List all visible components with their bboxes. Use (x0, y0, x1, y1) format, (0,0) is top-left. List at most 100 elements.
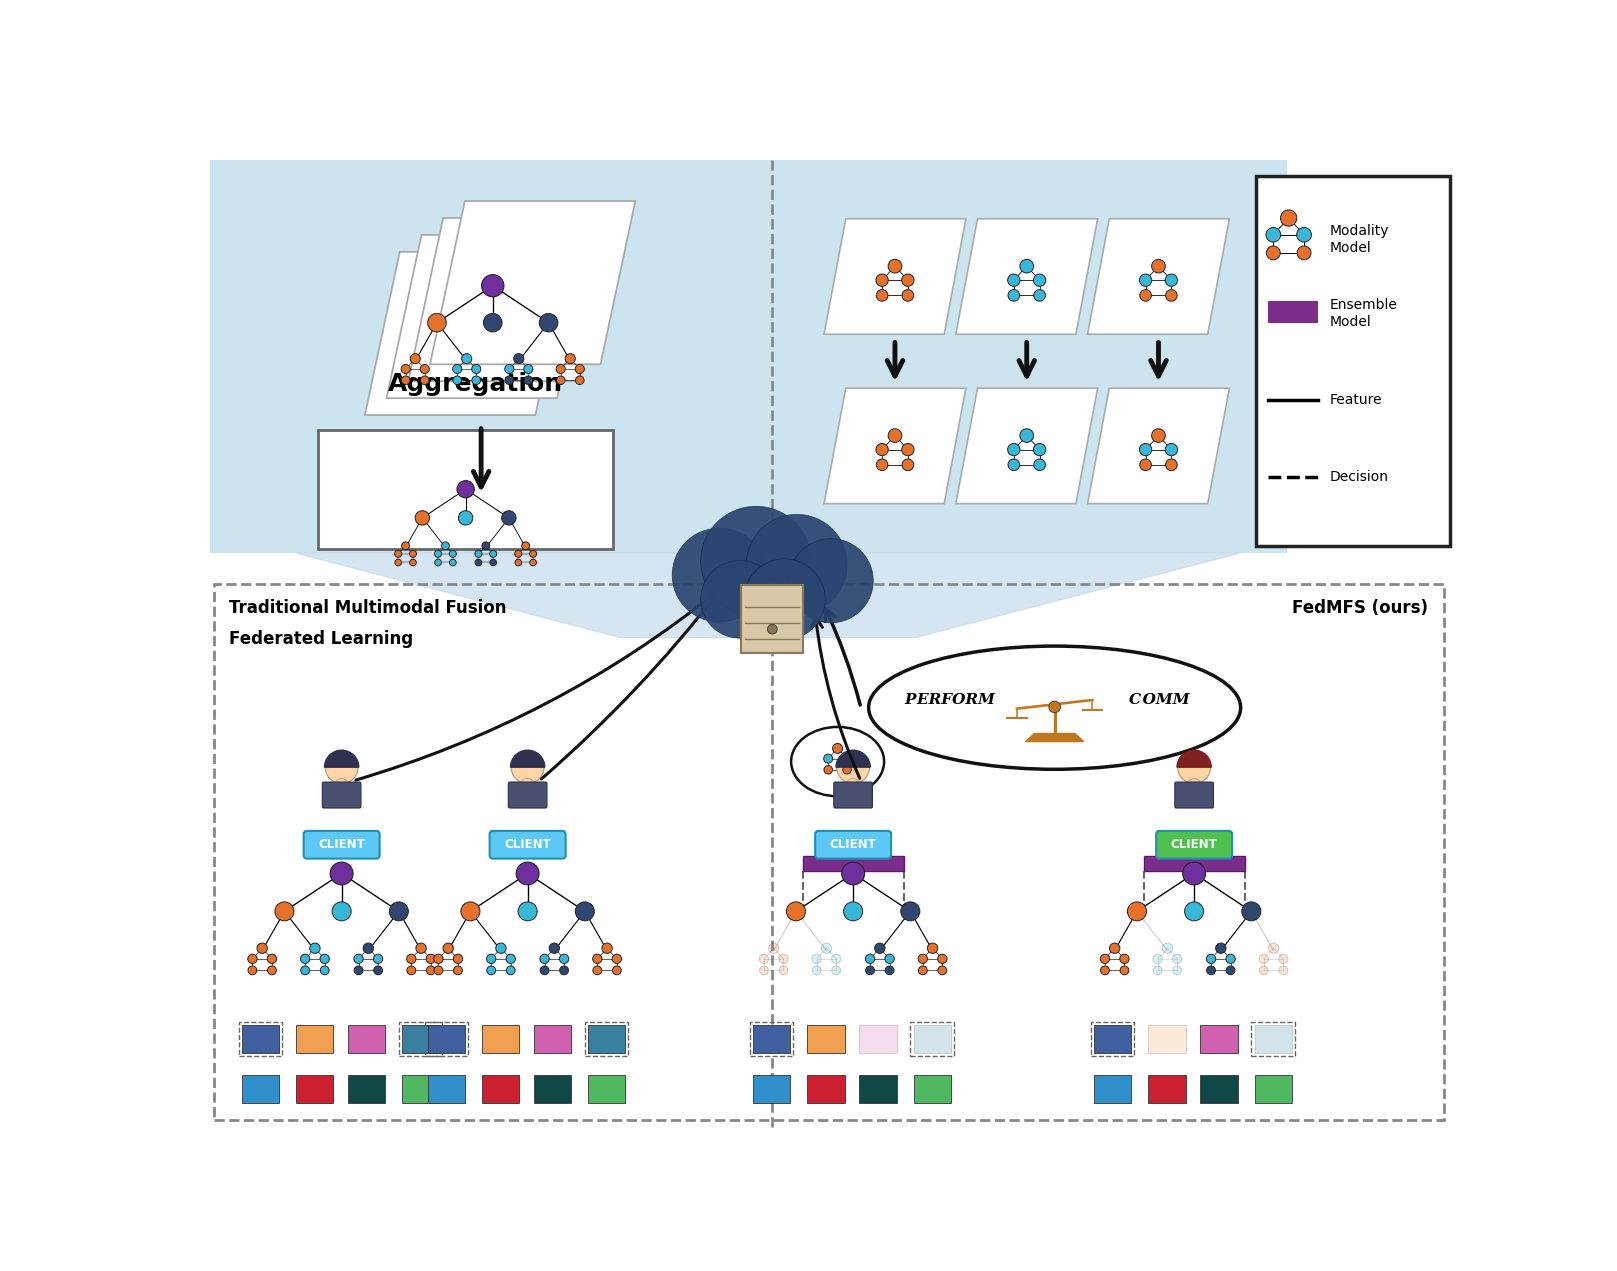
Polygon shape (296, 553, 1240, 638)
Circle shape (884, 966, 894, 975)
Polygon shape (407, 217, 613, 381)
Circle shape (472, 376, 480, 385)
Bar (1252, 1022, 1295, 1056)
Circle shape (901, 902, 920, 920)
Text: Traditional Multimodal Fusion: Traditional Multimodal Fusion (230, 599, 506, 618)
Circle shape (1166, 444, 1177, 456)
Circle shape (505, 365, 514, 374)
Circle shape (876, 459, 888, 470)
Circle shape (1140, 290, 1151, 301)
Circle shape (1033, 459, 1046, 470)
Circle shape (401, 376, 411, 385)
Circle shape (1049, 702, 1061, 713)
Circle shape (842, 754, 852, 763)
Circle shape (524, 376, 532, 385)
Circle shape (374, 966, 383, 975)
Bar (213, 583, 1444, 1120)
Circle shape (700, 506, 812, 616)
Circle shape (760, 955, 768, 963)
Circle shape (779, 966, 787, 975)
Bar (1148, 1024, 1185, 1052)
Circle shape (576, 376, 584, 385)
Wedge shape (325, 750, 359, 768)
Bar (482, 1075, 519, 1103)
Circle shape (1206, 955, 1216, 963)
Circle shape (506, 955, 516, 963)
Circle shape (1007, 290, 1020, 301)
Bar (534, 1024, 571, 1052)
Circle shape (613, 966, 621, 975)
Bar (859, 1075, 896, 1103)
Circle shape (522, 541, 530, 549)
Circle shape (1151, 259, 1166, 273)
Circle shape (1101, 966, 1109, 975)
Circle shape (320, 966, 330, 975)
Ellipse shape (791, 727, 884, 796)
Circle shape (831, 955, 841, 963)
Circle shape (1226, 955, 1235, 963)
Circle shape (267, 955, 277, 963)
Circle shape (902, 275, 914, 286)
Circle shape (744, 559, 825, 639)
Circle shape (760, 966, 768, 975)
Circle shape (506, 966, 516, 975)
Circle shape (1007, 275, 1020, 286)
Circle shape (435, 550, 441, 557)
Circle shape (1166, 459, 1177, 470)
Circle shape (1166, 290, 1177, 301)
Bar (754, 1075, 791, 1103)
Text: Feature: Feature (1329, 393, 1383, 407)
Circle shape (938, 955, 948, 963)
Circle shape (1297, 228, 1311, 241)
Circle shape (1140, 459, 1151, 470)
Circle shape (443, 943, 453, 953)
Circle shape (521, 778, 534, 792)
Circle shape (789, 539, 873, 623)
Circle shape (1266, 228, 1281, 241)
Bar (1255, 1024, 1292, 1052)
Circle shape (1033, 444, 1046, 456)
Circle shape (1260, 966, 1268, 975)
Circle shape (395, 559, 401, 566)
Circle shape (514, 559, 522, 566)
Text: CLIENT: CLIENT (1171, 839, 1218, 852)
Circle shape (1226, 966, 1235, 975)
Text: C OMM: C OMM (1129, 693, 1190, 707)
Circle shape (475, 550, 482, 557)
Text: CLIENT: CLIENT (319, 839, 365, 852)
Bar (241, 1075, 278, 1103)
Bar (750, 1022, 794, 1056)
Bar (1148, 1075, 1185, 1103)
Bar (403, 1075, 440, 1103)
Circle shape (823, 754, 833, 763)
Circle shape (1279, 966, 1287, 975)
Circle shape (1020, 428, 1033, 442)
Circle shape (1297, 247, 1311, 259)
Circle shape (902, 444, 914, 456)
Ellipse shape (868, 646, 1240, 769)
Bar (802, 855, 904, 871)
Circle shape (1121, 955, 1129, 963)
Bar (427, 1075, 464, 1103)
Circle shape (450, 559, 456, 566)
Circle shape (409, 550, 417, 557)
Circle shape (700, 561, 779, 638)
Circle shape (458, 480, 474, 498)
Circle shape (427, 314, 446, 332)
Circle shape (401, 541, 409, 549)
Circle shape (416, 943, 427, 953)
Bar (859, 1024, 896, 1052)
Circle shape (1153, 955, 1163, 963)
Bar (319, 430, 613, 549)
Circle shape (576, 365, 584, 374)
Bar (585, 1022, 629, 1056)
Circle shape (876, 290, 888, 301)
Polygon shape (1025, 733, 1083, 741)
Circle shape (1182, 862, 1206, 885)
Circle shape (540, 955, 550, 963)
Circle shape (836, 751, 870, 784)
Circle shape (516, 862, 538, 885)
Circle shape (779, 955, 787, 963)
Circle shape (461, 353, 472, 364)
FancyBboxPatch shape (815, 831, 891, 859)
